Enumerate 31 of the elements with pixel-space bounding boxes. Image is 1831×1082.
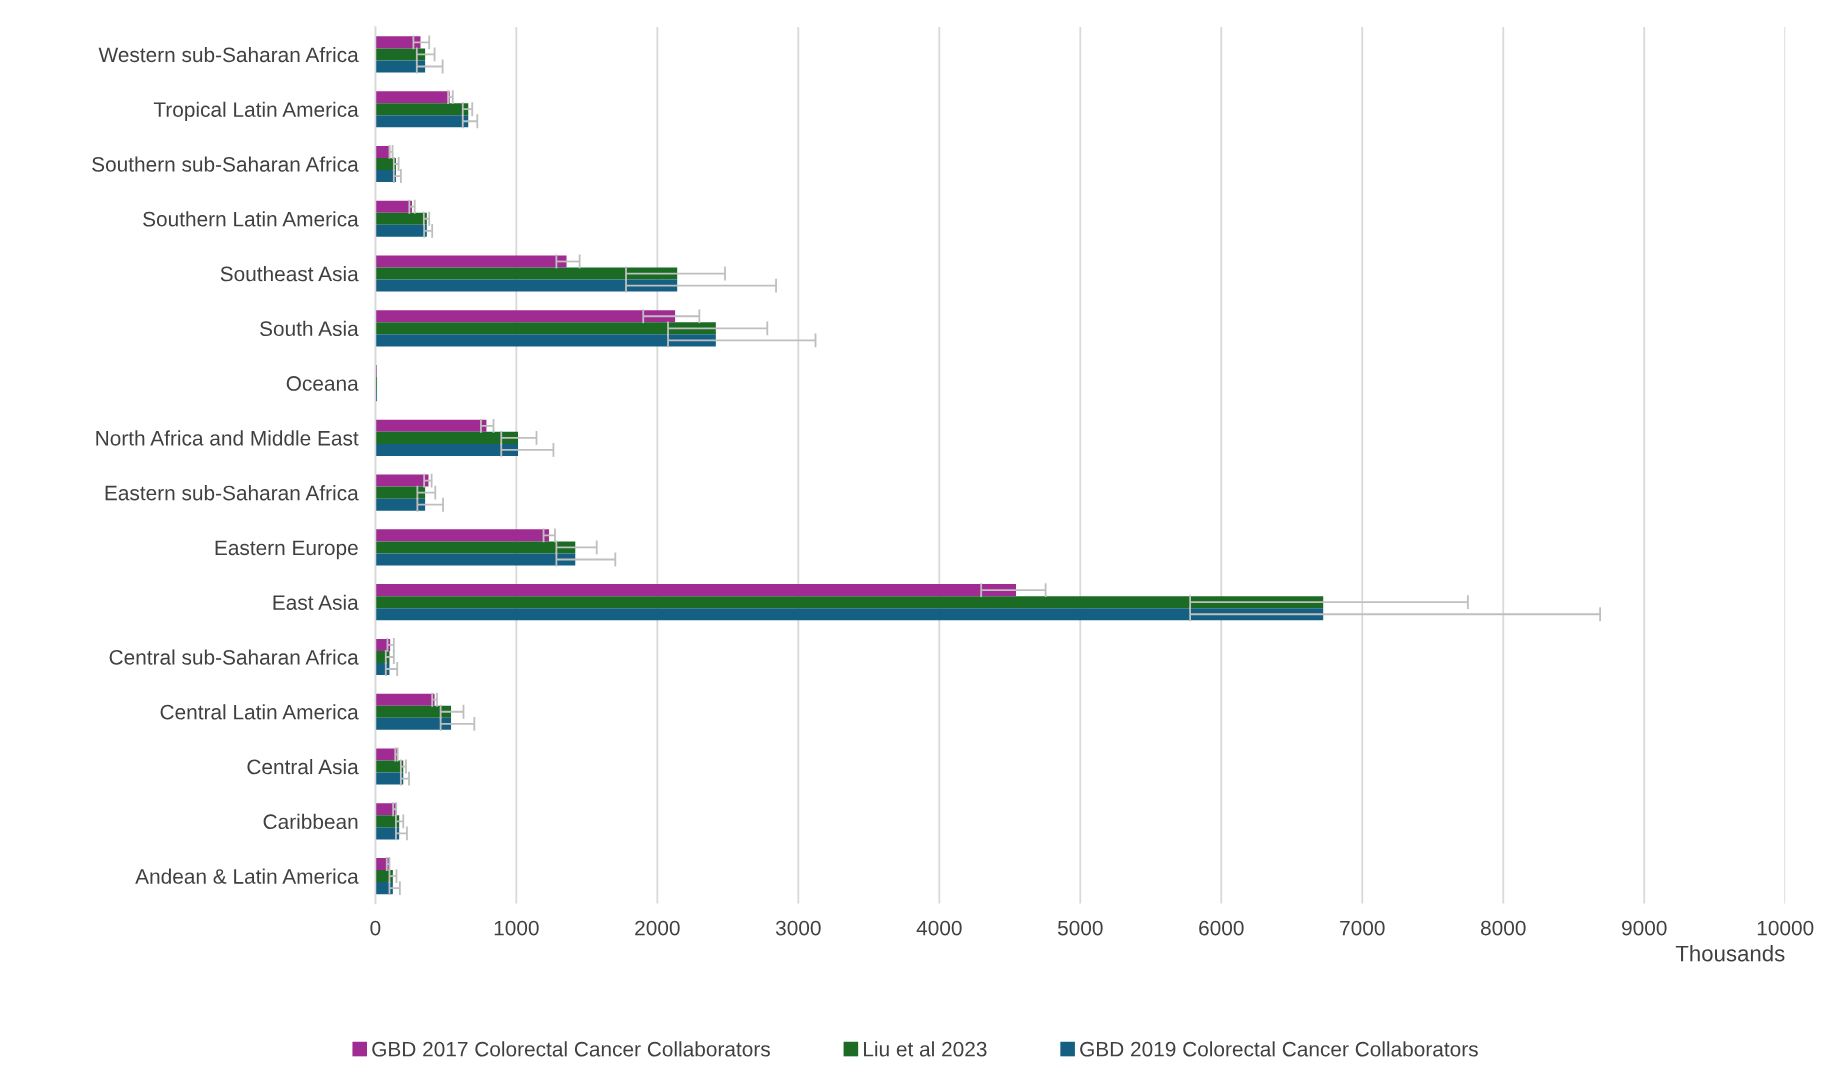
y-tick-label: Tropical Latin America [153, 101, 359, 122]
legend-label: Liu et al 2023 [864, 1041, 987, 1057]
x-tick-label: 6000 [1199, 920, 1244, 936]
y-tick-label: East Asia [273, 594, 359, 610]
y-tick-label: South Asia [260, 320, 359, 337]
x-tick-label: 1000 [494, 920, 539, 936]
x-axis-title: Thousands [1675, 945, 1785, 962]
y-tick-label: Caribbean [263, 813, 358, 830]
y-tick-label: North Africa and Middle East [96, 430, 359, 446]
legend-label: GBD 2017 Colorectal Cancer Collaborators [372, 1041, 770, 1057]
y-tick-label: Oceana [286, 376, 359, 391]
x-tick-label: 4000 [916, 920, 962, 936]
y-tick-label: Eastern Europe [215, 540, 358, 560]
x-tick-label: 7000 [1340, 920, 1385, 936]
y-tick-label: Central Latin America [160, 704, 359, 720]
y-tick-label: Central sub-Saharan Africa [109, 649, 359, 665]
y-tick-label: Western sub-Saharan Africa [98, 46, 359, 63]
x-tick-label: 0 [370, 920, 381, 936]
y-tick-label: Southeast Asia [220, 265, 359, 282]
y-tick-label: Central Asia [247, 758, 359, 775]
x-tick-label: 5000 [1057, 920, 1103, 936]
x-tick-label: 9000 [1622, 920, 1667, 936]
x-tick-label: 8000 [1480, 920, 1526, 936]
x-tick-label: 3000 [775, 920, 821, 936]
x-tick-label: 10000 [1757, 920, 1814, 936]
x-tick-label: 2000 [635, 920, 680, 936]
y-tick-label: Andean & Latin America [135, 868, 359, 884]
legend-label: GBD 2019 Colorectal Cancer Collaborators [1080, 1041, 1478, 1057]
y-tick-label: Southern sub-Saharan Africa [92, 156, 359, 172]
y-tick-label: Eastern sub-Saharan Africa [105, 485, 359, 501]
y-tick-label: Southern Latin America [143, 211, 359, 227]
